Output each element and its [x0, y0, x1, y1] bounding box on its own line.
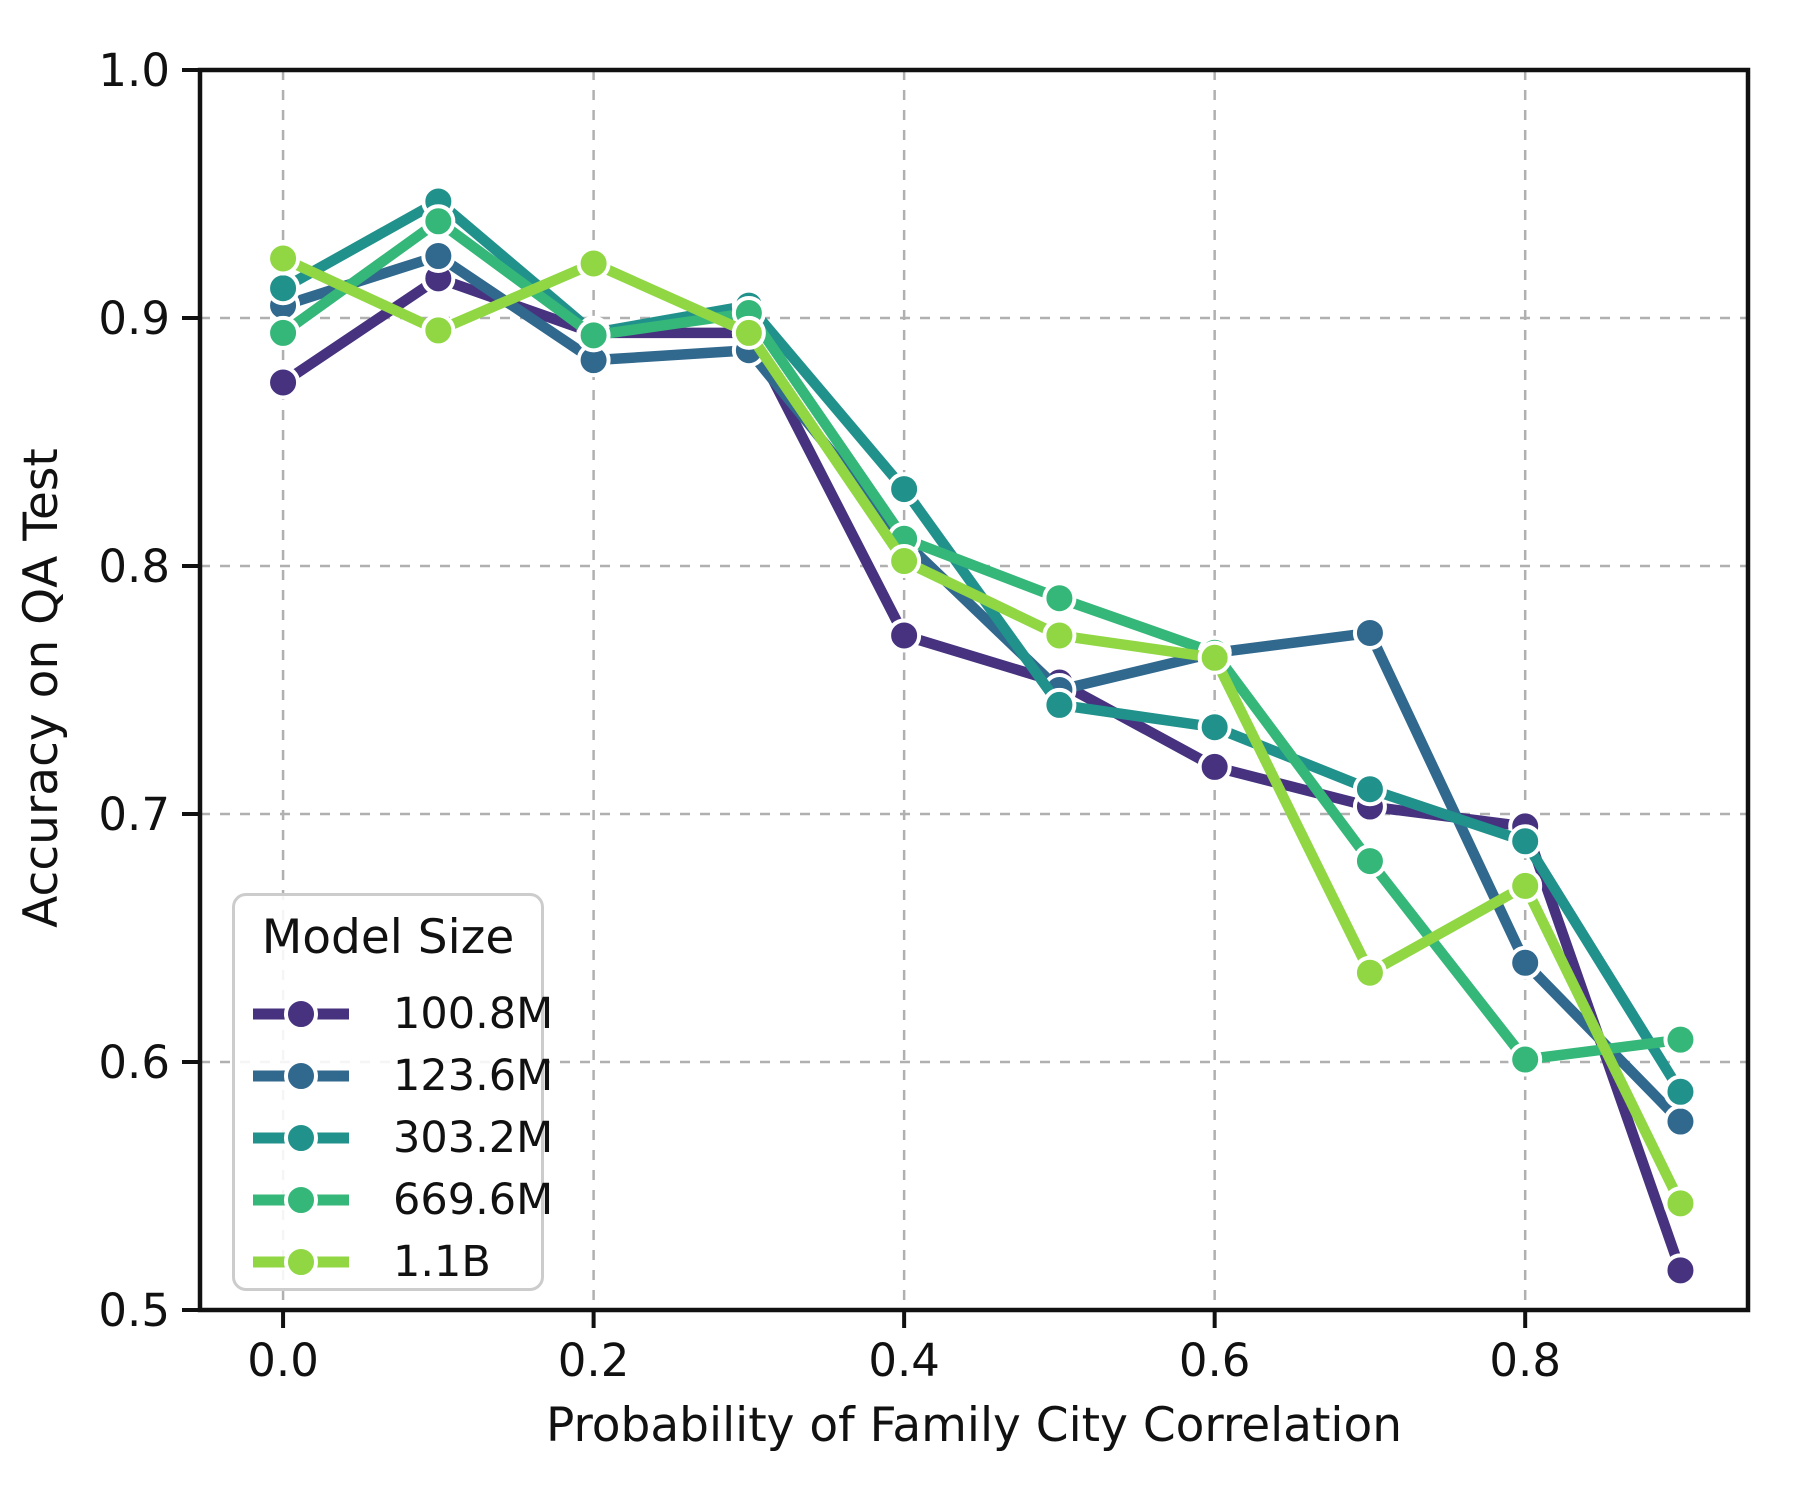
y-tick-label: 0.6	[98, 1036, 170, 1089]
data-point-1.1B	[1042, 618, 1077, 653]
legend-line-marker-icon	[253, 997, 349, 1031]
x-tick-label: 0.2	[558, 1334, 630, 1387]
data-point-1.1B	[1197, 640, 1232, 675]
data-point-1.1B	[266, 241, 301, 276]
data-point-1.1B	[421, 313, 456, 348]
legend-entry: 303.2M	[251, 1107, 553, 1169]
data-point-669.6M	[421, 204, 456, 239]
data-point-1.1B	[1663, 1186, 1698, 1221]
legend-line-marker-icon	[253, 1245, 349, 1279]
legend-line-marker-icon	[253, 1059, 349, 1093]
legend-label: 669.6M	[393, 1175, 554, 1225]
data-point-303.2M	[1042, 687, 1077, 722]
x-tick-label: 0.4	[868, 1334, 940, 1387]
legend-line-marker-icon	[253, 1183, 349, 1217]
y-tick-label: 0.9	[98, 292, 170, 345]
legend-entry: 100.8M	[251, 983, 553, 1045]
series-line-123.6M	[277, 250, 1686, 1127]
x-axis-label: Probability of Family City Correlation	[545, 1398, 1403, 1453]
data-point-123.6M	[1663, 1104, 1698, 1139]
data-point-100.8M	[1197, 749, 1232, 784]
legend-entry: 123.6M	[251, 1045, 553, 1107]
y-tick-label: 0.5	[98, 1284, 170, 1337]
x-tick-label: 0.0	[247, 1334, 319, 1387]
data-point-669.6M	[1663, 1022, 1698, 1057]
data-point-1.1B	[887, 544, 922, 579]
legend-entry: 1.1B	[251, 1231, 541, 1293]
legend: Model Size 100.8M 123.6M	[232, 893, 553, 1293]
data-point-1.1B	[576, 246, 611, 281]
y-tick-label: 1.0	[98, 44, 170, 97]
data-point-303.2M	[1663, 1074, 1698, 1109]
data-point-303.2M	[1508, 824, 1543, 859]
data-point-303.2M	[887, 472, 922, 507]
data-point-100.8M	[887, 618, 922, 653]
data-point-303.2M	[1352, 772, 1387, 807]
axes-box	[197, 67, 1751, 1313]
data-point-303.2M	[1197, 710, 1232, 745]
data-point-1.1B	[731, 315, 766, 350]
data-point-669.6M	[1352, 844, 1387, 879]
legend-entry: 669.6M	[251, 1169, 553, 1231]
y-tick-label: 0.8	[98, 540, 170, 593]
data-point-669.6M	[266, 315, 301, 350]
legend-label: 100.8M	[393, 989, 554, 1039]
x-tick-label: 0.8	[1489, 1334, 1561, 1387]
data-point-669.6M	[576, 318, 611, 353]
data-point-1.1B	[1508, 868, 1543, 903]
y-axis-label: Accuracy on QA Test	[14, 448, 69, 928]
data-point-123.6M	[1508, 945, 1543, 980]
legend-label: 1.1B	[393, 1237, 491, 1287]
legend-line-marker-icon	[253, 1121, 349, 1155]
series-line-1.1B	[277, 253, 1686, 1209]
data-point-123.6M	[1352, 615, 1387, 650]
data-point-123.6M	[421, 239, 456, 273]
legend-label: 303.2M	[393, 1113, 554, 1163]
legend-title: Model Size	[261, 910, 515, 965]
x-tick-label: 0.6	[1179, 1334, 1251, 1387]
data-point-100.8M	[266, 365, 301, 400]
data-point-1.1B	[1352, 955, 1387, 990]
legend-label: 123.6M	[393, 1051, 554, 1101]
data-point-669.6M	[1042, 581, 1077, 616]
data-point-100.8M	[1663, 1253, 1698, 1288]
data-point-303.2M	[266, 271, 301, 306]
data-point-669.6M	[1508, 1042, 1543, 1077]
y-tick-label: 0.7	[98, 788, 170, 841]
series-line-669.6M	[277, 216, 1686, 1065]
legend-entries: 100.8M 123.6M 303.2M	[251, 983, 553, 1293]
